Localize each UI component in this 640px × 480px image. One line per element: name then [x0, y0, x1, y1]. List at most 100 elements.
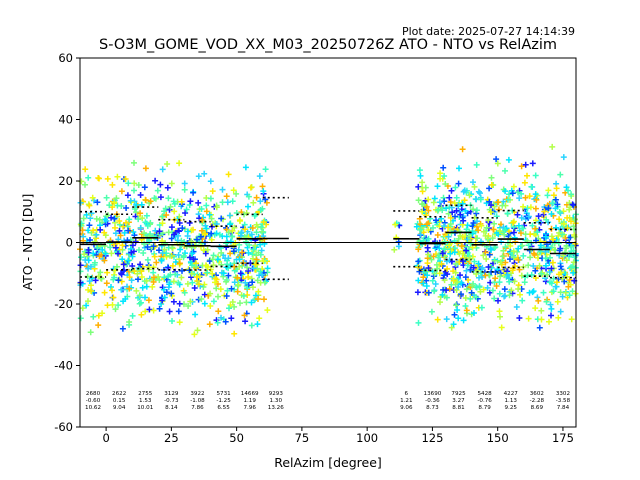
scatter-point: [92, 277, 99, 284]
scatter-point: [476, 274, 482, 281]
scatter-point: [141, 240, 148, 247]
x-tick-label: 125: [421, 431, 443, 445]
scatter-point: [466, 192, 473, 199]
scatter-point: [548, 312, 554, 319]
scatter-point: [142, 197, 149, 204]
scatter-point: [210, 252, 217, 259]
scatter-point: [417, 221, 423, 228]
scatter-point: [474, 235, 481, 242]
scatter-point: [414, 289, 421, 296]
scatter-point: [125, 257, 132, 264]
scatter-point: [254, 277, 261, 284]
scatter-point: [119, 256, 126, 263]
scatter-point: [229, 233, 236, 240]
scatter-point: [425, 207, 432, 214]
scatter-point: [493, 156, 500, 163]
scatter-point: [435, 206, 442, 213]
scatter-point: [519, 225, 526, 232]
scatter-point: [454, 307, 461, 313]
scatter-point: [548, 233, 555, 240]
scatter-point: [167, 203, 174, 210]
scatter-point: [206, 321, 213, 328]
scatter-point: [425, 251, 432, 258]
scatter-point: [488, 181, 495, 188]
scatter-point: [156, 228, 163, 235]
scatter-point: [206, 211, 213, 218]
scatter-point: [477, 190, 483, 197]
x-tick-label: 50: [229, 431, 244, 445]
scatter-point: [81, 251, 88, 258]
scatter-point: [543, 216, 550, 223]
scatter-point: [166, 206, 173, 213]
scatter-point: [216, 231, 223, 238]
scatter-point: [164, 161, 171, 167]
scatter-point: [97, 226, 104, 233]
scatter-point: [222, 318, 229, 325]
scatter-point: [437, 299, 443, 306]
scatter-point: [204, 246, 211, 253]
scatter-point: [492, 275, 499, 282]
scatter-point: [553, 185, 560, 192]
bin-count-label: 6: [405, 391, 409, 397]
scatter-point: [550, 288, 557, 295]
scatter-point: [236, 256, 243, 263]
scatter-point: [552, 205, 559, 212]
y-tick-label: 60: [58, 51, 73, 65]
scatter-point: [556, 271, 562, 278]
scatter-point: [82, 166, 89, 173]
scatter-point: [253, 194, 260, 201]
scatter-point: [533, 217, 539, 224]
scatter-point: [181, 186, 188, 193]
scatter-point: [447, 199, 454, 205]
bin-count-label: 5731: [216, 391, 231, 397]
scatter-point: [215, 308, 222, 315]
bin-count-label: 13690: [424, 391, 442, 397]
scatter-point: [443, 205, 450, 212]
scatter-point: [181, 289, 188, 296]
scatter-point: [469, 230, 476, 237]
scatter-point: [559, 275, 566, 282]
y-tick-label: -20: [54, 297, 73, 311]
scatter-point: [227, 250, 234, 257]
scatter-point: [96, 253, 103, 260]
scatter-point: [139, 215, 146, 222]
scatter-point: [147, 198, 154, 205]
scatter-point: [109, 287, 115, 294]
scatter-point: [569, 201, 576, 208]
scatter-point: [563, 184, 570, 191]
scatter-point: [231, 303, 238, 310]
scatter-point: [554, 201, 561, 208]
bin-sd-label: 10.62: [85, 405, 101, 411]
scatter-point: [462, 274, 469, 281]
plot-date: Plot date: 2025-07-27 14:14:39: [402, 25, 575, 38]
scatter-point: [242, 279, 249, 286]
scatter-point: [457, 272, 463, 279]
scatter-point: [170, 298, 177, 305]
scatter-point: [460, 317, 467, 324]
scatter-point: [425, 265, 432, 271]
scatter-point: [219, 199, 226, 206]
scatter-point: [258, 224, 265, 231]
scatter-point: [207, 303, 214, 309]
scatter-point: [82, 181, 88, 188]
scatter-point: [146, 306, 153, 313]
scatter-point: [445, 224, 452, 231]
scatter-point: [127, 197, 134, 204]
scatter-point: [260, 188, 267, 195]
scatter-point: [542, 255, 549, 262]
scatter-point: [88, 282, 94, 289]
scatter-point: [553, 279, 560, 286]
scatter-point: [528, 271, 535, 278]
scatter-point: [459, 200, 466, 207]
scatter-point: [416, 268, 423, 275]
scatter-point: [419, 208, 426, 215]
scatter-point: [227, 221, 233, 228]
scatter-point: [180, 252, 187, 259]
scatter-point: [462, 295, 469, 301]
bin-sd-label: 9.04: [113, 405, 126, 411]
scatter-point: [258, 247, 265, 254]
scatter-point: [572, 240, 579, 247]
scatter-point: [261, 296, 267, 303]
scatter-point: [199, 217, 206, 223]
